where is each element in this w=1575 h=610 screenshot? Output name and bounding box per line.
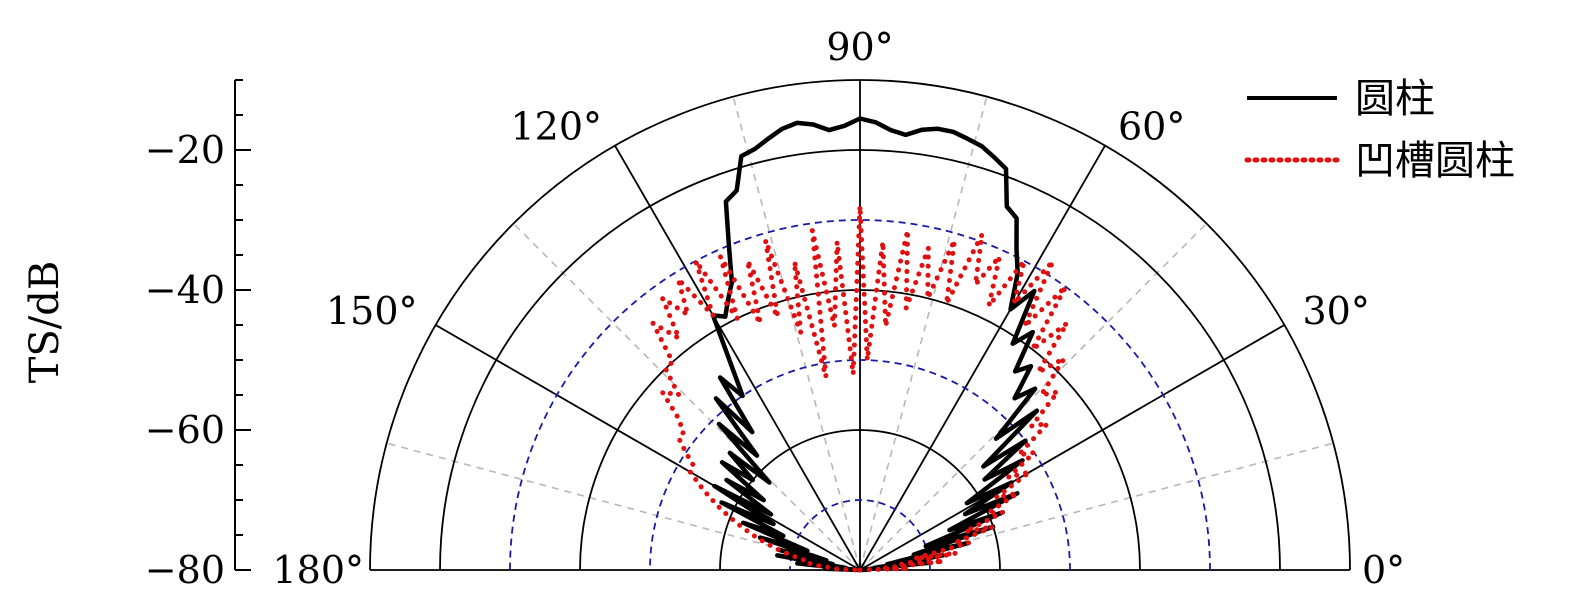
- theta-tick-label-30: 30°: [1303, 289, 1370, 333]
- polar-grid: [369, 79, 1351, 571]
- r-tick-label-40: −40: [145, 268, 225, 312]
- series-line-0: [710, 116, 1040, 573]
- r-ring-dashed-70: [789, 499, 931, 571]
- legend-label-cylinder: 圆柱: [1355, 76, 1435, 122]
- theta-gridline-60: [859, 145, 1106, 571]
- theta-gridline-30: [859, 324, 1285, 571]
- r-ring-dashed-30: [509, 219, 1211, 571]
- legend: 圆柱 凹槽圆柱: [1244, 76, 1515, 184]
- theta-tick-label-0: 0°: [1362, 548, 1405, 592]
- theta-tick-label-150: 150°: [326, 289, 418, 333]
- r-tick-label-80: −80: [145, 548, 225, 592]
- r-axis: −20 −40 −60 −80: [145, 79, 251, 592]
- theta-gridline-dashed-135: [512, 222, 861, 571]
- theta-gridline-dashed-105: [732, 96, 861, 571]
- theta-gridline-dashed-45: [859, 222, 1208, 571]
- series-layer: [650, 116, 1070, 573]
- series-line-1: [650, 203, 1070, 573]
- theta-tick-label-180: 180°: [272, 548, 364, 592]
- theta-gridline-120: [614, 145, 861, 571]
- r-ring-dashed-50: [649, 359, 1071, 571]
- theta-gridline-dashed-75: [859, 96, 988, 571]
- theta-tick-label-120: 120°: [510, 105, 602, 149]
- theta-tick-label-90: 90°: [826, 25, 893, 69]
- theta-tick-labels: 0° 30° 60° 90° 120° 150° 180°: [272, 25, 1405, 592]
- r-tick-label-20: −20: [145, 128, 225, 172]
- y-axis-label: TS/dB: [22, 261, 68, 384]
- theta-tick-label-60: 60°: [1118, 105, 1185, 149]
- theta-gridline-150: [435, 324, 861, 571]
- r-ring-20: [439, 149, 1281, 571]
- r-ring-40: [579, 289, 1141, 571]
- r-ring-10: [369, 79, 1351, 571]
- legend-label-grooved-cylinder: 凹槽圆柱: [1355, 138, 1515, 184]
- r-tick-label-60: −60: [145, 408, 225, 452]
